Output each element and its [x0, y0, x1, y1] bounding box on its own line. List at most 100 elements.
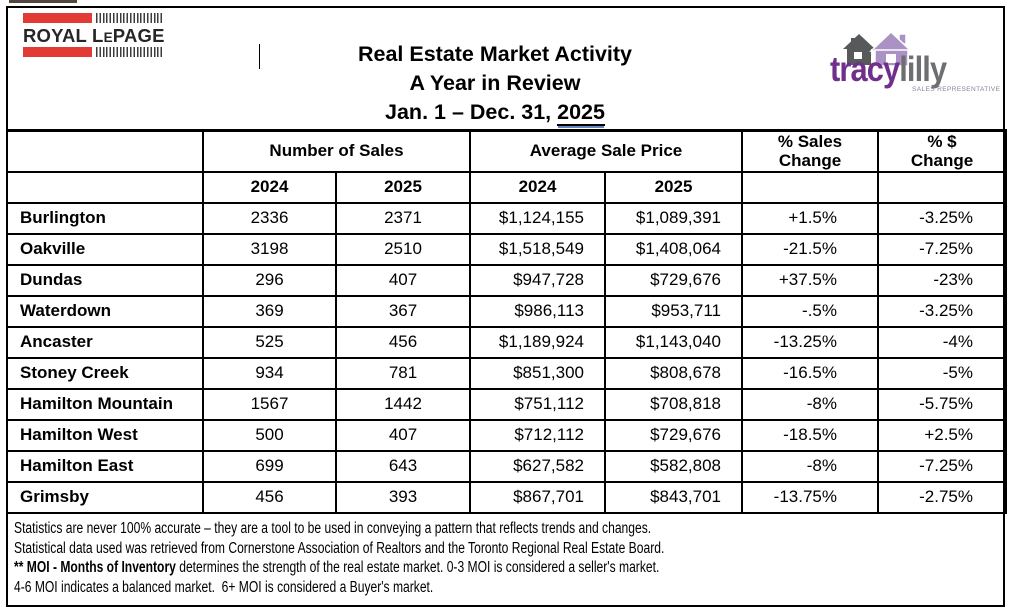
- table-row: Hamilton West 500 407 $712,112 $729,676 …: [6, 418, 1007, 452]
- price-2024-cell: $986,113: [469, 294, 606, 328]
- sales-2025-cell: 1442: [335, 387, 471, 421]
- year-header: 2024: [469, 170, 606, 204]
- blank-header-cell: [741, 170, 879, 204]
- sales-2024-cell: 934: [202, 356, 337, 390]
- royal-lepage-wordmark: ROYAL LEPAGE: [23, 25, 165, 47]
- wordmark-part2: PAGE: [112, 25, 165, 46]
- houses-icon: [843, 31, 913, 67]
- sales-2024-cell: 3198: [202, 232, 337, 266]
- area-cell: Burlington: [6, 201, 204, 235]
- sales-2024-cell: 500: [202, 418, 337, 452]
- table-row: Waterdown 369 367 $986,113 $953,711 -.5%…: [6, 294, 1007, 328]
- pct-dollar-cell: -7.25%: [877, 449, 1007, 483]
- price-2025-cell: $1,089,391: [604, 201, 743, 235]
- sales-representative-tagline: SALES REPRESENTATIVE: [912, 86, 1001, 93]
- pct-dollar-cell: -5.75%: [877, 387, 1007, 421]
- pct-sales-cell: -13.25%: [741, 325, 879, 359]
- table-row: Dundas 296 407 $947,728 $729,676 +37.5% …: [6, 263, 1007, 297]
- price-2025-cell: $729,676: [604, 263, 743, 297]
- title-date-range: Jan. 1 – Dec. 31,: [385, 100, 558, 124]
- pct-sales-cell: +37.5%: [741, 263, 879, 297]
- tracy-lilly-wordmark: tracylilly: [830, 50, 947, 90]
- pct-sales-cell: -8%: [741, 449, 879, 483]
- title-line-1: Real Estate Market Activity: [357, 42, 633, 66]
- sales-2025-cell: 393: [335, 480, 471, 514]
- page-title: Real Estate Market Activity A Year in Re…: [250, 40, 740, 127]
- red-bar-icon: [23, 47, 92, 57]
- price-2025-cell: $729,676: [604, 418, 743, 452]
- area-cell: Hamilton Mountain: [6, 387, 204, 421]
- wordmark-part1: ROYAL L: [23, 25, 104, 46]
- year-header: 2025: [335, 170, 471, 204]
- pct-dollar-cell: -3.25%: [877, 201, 1007, 235]
- moi-bold-label: ** MOI - Months of Inventory: [14, 559, 176, 576]
- table-row: Stoney Creek 934 781 $851,300 $808,678 -…: [6, 356, 1007, 390]
- pct-dollar-cell: -3.25%: [877, 294, 1007, 328]
- pct-sales-cell: -.5%: [741, 294, 879, 328]
- stripes-icon: [96, 47, 164, 57]
- footer-line-1: Statistics are never 100% accurate – the…: [14, 520, 652, 537]
- title-line-2: A Year in Review: [409, 71, 581, 95]
- sales-2024-cell: 456: [202, 480, 337, 514]
- area-cell: Waterdown: [6, 294, 204, 328]
- stripes-icon: [96, 13, 164, 23]
- sales-2025-cell: 456: [335, 325, 471, 359]
- area-cell: Ancaster: [6, 325, 204, 359]
- title-year-underlined: 2025: [557, 100, 605, 126]
- area-cell: Hamilton East: [6, 449, 204, 483]
- average-sale-price-header: Average Sale Price: [469, 129, 743, 173]
- red-bar-icon: [23, 13, 92, 23]
- sales-2025-cell: 643: [335, 449, 471, 483]
- price-2024-cell: $627,582: [469, 449, 606, 483]
- area-cell: Stoney Creek: [6, 356, 204, 390]
- pct-dollar-cell: -2.75%: [877, 480, 1007, 514]
- group-header-row: Number of Sales Average Sale Price % Sal…: [6, 129, 1007, 173]
- price-2024-cell: $712,112: [469, 418, 606, 452]
- blank-header-cell: [877, 170, 1007, 204]
- title-line-3: Jan. 1 – Dec. 31, 2025: [250, 98, 740, 127]
- sales-2024-cell: 1567: [202, 387, 337, 421]
- footer-line-3: ** MOI - Months of Inventory determines …: [14, 558, 1005, 578]
- price-2024-cell: $947,728: [469, 263, 606, 297]
- price-2025-cell: $843,701: [604, 480, 743, 514]
- price-2024-cell: $1,124,155: [469, 201, 606, 235]
- year-header: 2025: [604, 170, 743, 204]
- tracy-lilly-logo: tracylilly SALES REPRESENTATIVE: [828, 28, 1001, 98]
- sales-2024-cell: 699: [202, 449, 337, 483]
- pct-dollar-cell: -7.25%: [877, 232, 1007, 266]
- price-2025-cell: $1,143,040: [604, 325, 743, 359]
- pct-sales-change-header: % Sales Change: [741, 129, 879, 173]
- sales-2024-cell: 525: [202, 325, 337, 359]
- area-cell: Hamilton West: [6, 418, 204, 452]
- area-cell: Grimsby: [6, 480, 204, 514]
- sales-2025-cell: 367: [335, 294, 471, 328]
- price-2024-cell: $867,701: [469, 480, 606, 514]
- pct-sales-cell: -18.5%: [741, 418, 879, 452]
- sales-2024-cell: 2336: [202, 201, 337, 235]
- year-header-row: 2024 2025 2024 2025: [6, 170, 1007, 204]
- area-cell: Oakville: [6, 232, 204, 266]
- footer-notes: Statistics are never 100% accurate – the…: [14, 519, 1005, 597]
- royal-lepage-logo: ROYAL LEPAGE: [23, 13, 165, 57]
- title-divider-line: [259, 44, 260, 69]
- market-activity-table: Number of Sales Average Sale Price % Sal…: [6, 129, 1007, 514]
- table-row: Oakville 3198 2510 $1,518,549 $1,408,064…: [6, 232, 1007, 266]
- pct-dollar-change-header: % $ Change: [877, 129, 1007, 173]
- table-row: Hamilton East 699 643 $627,582 $582,808 …: [6, 449, 1007, 483]
- pct-dollar-cell: -5%: [877, 356, 1007, 390]
- pct-dollar-cell: -4%: [877, 325, 1007, 359]
- pct-sales-cell: -21.5%: [741, 232, 879, 266]
- sales-2024-cell: 369: [202, 294, 337, 328]
- pct-dollar-cell: -23%: [877, 263, 1007, 297]
- wordmark-tracy: tracy: [830, 50, 900, 89]
- price-2025-cell: $808,678: [604, 356, 743, 390]
- pct-dollar-cell: +2.5%: [877, 418, 1007, 452]
- blank-header-cell: [6, 129, 204, 173]
- table-row: Ancaster 525 456 $1,189,924 $1,143,040 -…: [6, 325, 1007, 359]
- footer-line-2: Statistical data used was retrieved from…: [14, 539, 665, 557]
- blank-header-cell: [6, 170, 204, 204]
- area-cell: Dundas: [6, 263, 204, 297]
- sales-2025-cell: 2510: [335, 232, 471, 266]
- footer-line-4: 4-6 MOI indicates a balanced market. 6+ …: [14, 578, 434, 596]
- price-2025-cell: $708,818: [604, 387, 743, 421]
